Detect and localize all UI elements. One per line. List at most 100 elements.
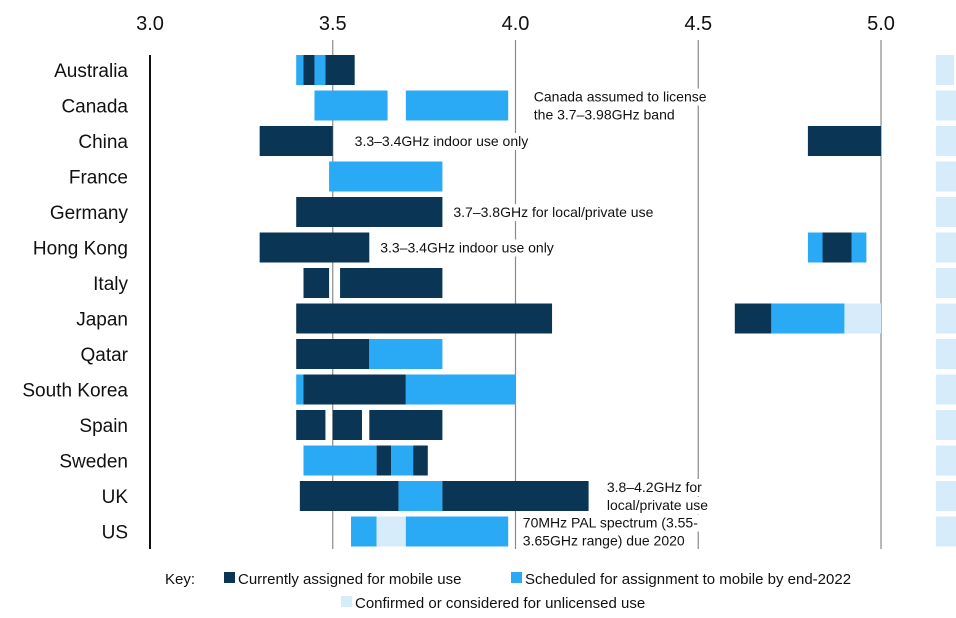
category-label: France — [69, 168, 128, 189]
category-label: South Korea — [22, 381, 128, 402]
annotation-bg — [351, 133, 548, 150]
bar-segment-scheduled — [771, 303, 845, 334]
bar-segment-assigned — [303, 55, 315, 85]
category-label: China — [78, 132, 128, 153]
bar-segment-unlicensed — [935, 197, 956, 227]
bar-segment-unlicensed — [935, 445, 956, 476]
category-label: Australia — [54, 61, 128, 82]
annotation-bg — [450, 204, 690, 221]
bar-segment-assigned — [807, 126, 881, 156]
bar-segment-assigned — [332, 410, 362, 440]
bar-segment-unlicensed — [935, 339, 956, 369]
legend-swatch-unlicensed — [341, 596, 352, 607]
x-tick-label: 3.0 — [136, 13, 164, 35]
legend-key-label: Key: — [165, 571, 195, 588]
bar-segment-assigned — [442, 481, 589, 511]
x-tick-label: 4.5 — [684, 13, 712, 35]
category-label: UK — [102, 487, 129, 508]
bar-segment-assigned — [822, 232, 852, 263]
annotation-text: 3.7–3.8GHz for local/private use — [453, 204, 653, 220]
annotation-bg — [530, 106, 683, 124]
legend: Key: Currently assigned for mobile use Sc… — [165, 571, 851, 612]
bar-segment-assigned — [303, 268, 330, 298]
bar-segment-scheduled — [296, 374, 304, 405]
bar-segment-assigned — [340, 268, 443, 298]
bar-segment-unlicensed — [935, 410, 956, 440]
bar-segment-assigned — [296, 303, 553, 334]
legend-swatch-assigned — [224, 572, 235, 583]
bar-segment-assigned — [325, 55, 355, 85]
category-label: Spain — [79, 416, 128, 437]
annotation-text: 70MHz PAL spectrum (3.55- — [523, 515, 698, 531]
bar-segment-unlicensed — [376, 516, 406, 547]
category-label: Hong Kong — [33, 239, 128, 260]
bar-segment-scheduled — [405, 374, 516, 405]
category-labels: Australia Canada China France Germany Hong Ko… — [22, 61, 128, 544]
bar-segment-scheduled — [314, 55, 326, 85]
bar-segment-scheduled — [314, 90, 388, 121]
x-tick-label: 5.0 — [867, 13, 895, 35]
annotation-text: 3.3–3.4GHz indoor use only — [380, 240, 554, 256]
bar-segment-unlicensed — [935, 516, 956, 547]
category-label: US — [102, 523, 128, 544]
annotation-bg — [519, 514, 709, 532]
bar-segment-assigned — [296, 197, 443, 227]
x-axis-ticks: 3.03.54.04.55.05.56.06.57.0 GHz — [136, 13, 895, 35]
bar-segment-unlicensed — [935, 374, 956, 405]
bar-segment-assigned — [296, 339, 370, 369]
category-label: Germany — [50, 203, 129, 224]
bar-segment-scheduled — [405, 90, 509, 121]
category-label: Japan — [76, 310, 128, 331]
bar-segment-scheduled — [303, 445, 377, 476]
bar-segment-assigned — [259, 232, 370, 263]
bar-segment-scheduled — [807, 232, 823, 263]
annotation-bg — [603, 479, 713, 496]
bar-segment-unlicensed — [935, 481, 956, 511]
category-label: Italy — [93, 274, 128, 295]
bar-segment-unlicensed — [935, 90, 956, 121]
bar-segment-assigned — [296, 410, 326, 440]
bar-segment-scheduled — [405, 516, 509, 547]
bar-segment-unlicensed — [844, 303, 881, 334]
annotation-text: local/private use — [607, 497, 708, 513]
bar-segment-assigned — [259, 126, 333, 156]
legend-swatch-scheduled — [511, 572, 522, 583]
bar-segment-unlicensed — [935, 126, 956, 156]
bar-segment-unlicensed — [935, 55, 955, 85]
annotation-text: the 3.7–3.98GHz band — [534, 107, 675, 123]
bar-segment-scheduled — [398, 481, 443, 511]
bar-segment-assigned — [376, 445, 392, 476]
bar-segment-assigned — [303, 374, 406, 405]
annotation-bg — [603, 497, 734, 514]
bar-segment-scheduled — [851, 232, 867, 263]
bar-segment-scheduled — [369, 339, 443, 369]
category-label: Qatar — [80, 345, 128, 366]
annotation-text: Canada assumed to license — [534, 89, 707, 105]
legend-label-unlicensed: Confirmed or considered for unlicensed u… — [355, 595, 645, 612]
bar-segment-unlicensed — [935, 268, 956, 298]
annotation-text: 3.3–3.4GHz indoor use only — [355, 133, 529, 149]
bar-segment-unlicensed — [935, 303, 956, 334]
bar-segment-assigned — [299, 481, 399, 511]
legend-label-assigned: Currently assigned for mobile use — [238, 571, 461, 588]
bar-segment-scheduled — [296, 55, 304, 85]
category-label: Canada — [61, 97, 128, 118]
annotation-bg — [377, 239, 574, 257]
bars — [259, 55, 956, 547]
bar-segment-scheduled — [329, 161, 443, 192]
bar-segment-assigned — [413, 445, 428, 476]
bar-segment-unlicensed — [935, 232, 956, 263]
bar-segment-scheduled — [391, 445, 414, 476]
annotation-bg — [519, 532, 694, 550]
bar-segment-scheduled — [351, 516, 377, 547]
annotation-text: 3.8–4.2GHz for — [607, 479, 702, 495]
annotations: Canada assumed to license the 3.7–3.98GHz… — [351, 88, 734, 550]
category-label: Sweden — [59, 452, 128, 473]
bar-segment-assigned — [369, 410, 443, 440]
annotation-bg — [530, 88, 720, 106]
bar-segment-unlicensed — [935, 161, 956, 192]
x-tick-label: 3.5 — [319, 13, 347, 35]
x-tick-label: 4.0 — [502, 13, 530, 35]
annotation-text: 3.65GHz range) due 2020 — [523, 533, 685, 549]
